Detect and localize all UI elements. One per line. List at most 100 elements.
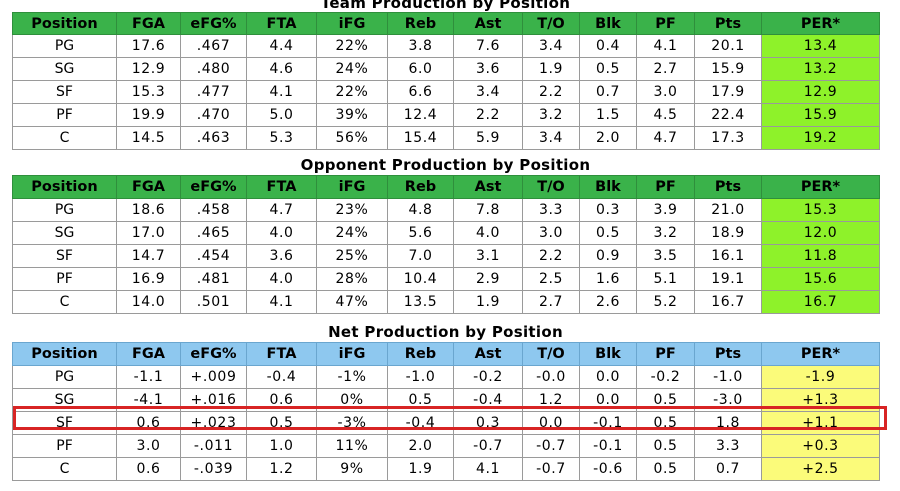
stat-cell-fta: 5.3 [246,126,317,150]
stat-cell-fta: 4.4 [246,34,317,58]
net-production-section: Net Production by Position Position FGA eF… [12,322,880,481]
stat-cell-pf: 0.5 [636,411,695,435]
stat-cell-blk: 1.5 [579,103,637,127]
column-header-fga: FGA [116,175,181,199]
stat-cell-reb: 6.6 [387,80,454,104]
stat-cell-reb: 6.0 [387,57,454,81]
position-cell: PG [12,198,117,222]
stat-cell-pts: 17.3 [694,126,762,150]
stat-cell-blk: 0.7 [579,80,637,104]
column-header-efg: eFG% [180,175,247,199]
stat-cell-fga: 3.0 [116,434,181,458]
stat-cell-fta: 4.1 [246,290,317,314]
stat-cell-blk: -0.6 [579,457,637,481]
column-header-pf: PF [636,12,695,35]
stat-cell-pf: 5.1 [636,267,695,291]
stat-cell-reb: 1.9 [387,457,454,481]
table-row-pf: PF 19.9.470 5.0 39% 12.4 2.2 3.2 1.5 4.5 22.4 15.9 [12,103,880,127]
opponent-production-title: Opponent Production by Position [300,156,591,174]
stat-cell-fga: 14.0 [116,290,181,314]
table-row-pf: PF 16.9.481 4.0 28% 10.4 2.9 2.5 1.6 5.1 19.1 15.6 [12,267,880,291]
position-cell: PF [12,267,117,291]
stat-cell-ast: 1.9 [453,290,523,314]
stat-cell-fta: 3.6 [246,244,317,268]
stat-cell-blk: 0.3 [579,198,637,222]
stat-cell-fta: 4.6 [246,57,317,81]
table-row-sf: SF 14.7.454 3.6 25% 7.0 3.1 2.2 0.9 3.5 16.1 11.8 [12,244,880,268]
stat-cell-fga: 18.6 [116,198,181,222]
position-cell: SF [12,244,117,268]
position-cell: SG [12,57,117,81]
stat-cell-fta: -0.4 [246,365,317,389]
stat-cell-t-o: 1.9 [522,57,580,81]
column-header-t-o: T/O [522,12,580,35]
stat-cell-efg: .477 [180,80,247,104]
stat-cell-reb: 13.5 [387,290,454,314]
column-header-reb: Reb [387,12,454,35]
table-row-c: C 14.5.463 5.3 56% 15.4 5.9 3.4 2.0 4.7 17.3 19.2 [12,126,880,150]
table-row-pg: PG 17.6.467 4.4 22% 3.8 7.6 3.4 0.4 4.1 20.1 13.4 [12,34,880,58]
stat-cell-per: 15.6 [761,267,880,291]
position-cell: SF [12,80,117,104]
column-header-blk: Blk [579,175,637,199]
column-header-fta: FTA [246,175,317,199]
table-body: PG -1.1 +.009 -0.4 -1% -1.0 -0.2 -0.0 0.0 -0.2 -1.… [12,365,880,481]
stat-cell-ast: 3.1 [453,244,523,268]
stat-cell-efg: +.009 [180,365,247,389]
column-header-efg: eFG% [180,342,247,366]
table-body: PG 18.6.458 4.7 23% 4.8 7.8 3.3 0.3 3.9 21.0 15.3 S… [12,198,880,314]
stat-cell-per: +1.3 [761,388,880,412]
stat-cell-ast: 4.0 [453,221,523,245]
column-header-blk: Blk [579,12,637,35]
stat-cell-blk: 0.5 [579,221,637,245]
column-header-pf: PF [636,175,695,199]
table-row-pg: PG 18.6.458 4.7 23% 4.8 7.8 3.3 0.3 3.9 21.0 15.3 [12,198,880,222]
column-header-fta: FTA [246,12,317,35]
net-production-title: Net Production by Position [328,323,563,341]
stat-cell-t-o: 3.3 [522,198,580,222]
table-row-sg: SG 17.0.465 4.0 24% 5.6 4.0 3.0 0.5 3.2 18.9 12.0 [12,221,880,245]
stat-cell-blk: 0.0 [579,388,637,412]
column-header-ast: Ast [453,342,523,366]
stat-cell-fga: -4.1 [116,388,181,412]
stat-cell-per: 15.3 [761,198,880,222]
stat-cell-per: 15.9 [761,103,880,127]
stat-cell-pf: 2.7 [636,57,695,81]
stat-cell-fta: 0.6 [246,388,317,412]
column-header-blk: Blk [579,342,637,366]
stat-cell-pf: 3.2 [636,221,695,245]
stat-cell-pts: 15.9 [694,57,762,81]
stat-cell-ifg: 9% [316,457,388,481]
stat-cell-per: +1.1 [761,411,880,435]
stat-cell-ast: 4.1 [453,457,523,481]
stat-cell-pf: 5.2 [636,290,695,314]
stat-cell-pts: 0.7 [694,457,762,481]
stat-cell-per: 13.2 [761,57,880,81]
stat-cell-fga: 17.0 [116,221,181,245]
stat-cell-reb: 15.4 [387,126,454,150]
position-cell: SG [12,221,117,245]
stat-cell-per: 16.7 [761,290,880,314]
column-header-ifg: iFG [316,342,388,366]
stat-cell-fga: 19.9 [116,103,181,127]
table-row-sf: SF 15.3.477 4.1 22% 6.6 3.4 2.2 0.7 3.0 17.9 12.9 [12,80,880,104]
stat-cell-fta: 4.7 [246,198,317,222]
column-header-pts: Pts [694,175,762,199]
stat-cell-pf: 3.0 [636,80,695,104]
position-cell: PG [12,34,117,58]
stat-cell-ifg: 25% [316,244,388,268]
stat-cell-reb: 7.0 [387,244,454,268]
column-header-per: PER* [761,12,880,35]
stat-cell-ast: 7.8 [453,198,523,222]
stat-cell-ast: 7.6 [453,34,523,58]
stat-cell-efg: .454 [180,244,247,268]
stat-cell-t-o: 2.2 [522,244,580,268]
position-cell: C [12,126,117,150]
stat-cell-ast: 2.9 [453,267,523,291]
stat-cell-efg: .481 [180,267,247,291]
stat-cell-ifg: 24% [316,57,388,81]
stat-cell-efg: .470 [180,103,247,127]
column-header-position: Position [12,12,117,35]
team-production-table: Position FGA eFG% FTA iFG Reb Ast T/O Blk PF Pts PE… [12,12,880,150]
stat-cell-ifg: 47% [316,290,388,314]
